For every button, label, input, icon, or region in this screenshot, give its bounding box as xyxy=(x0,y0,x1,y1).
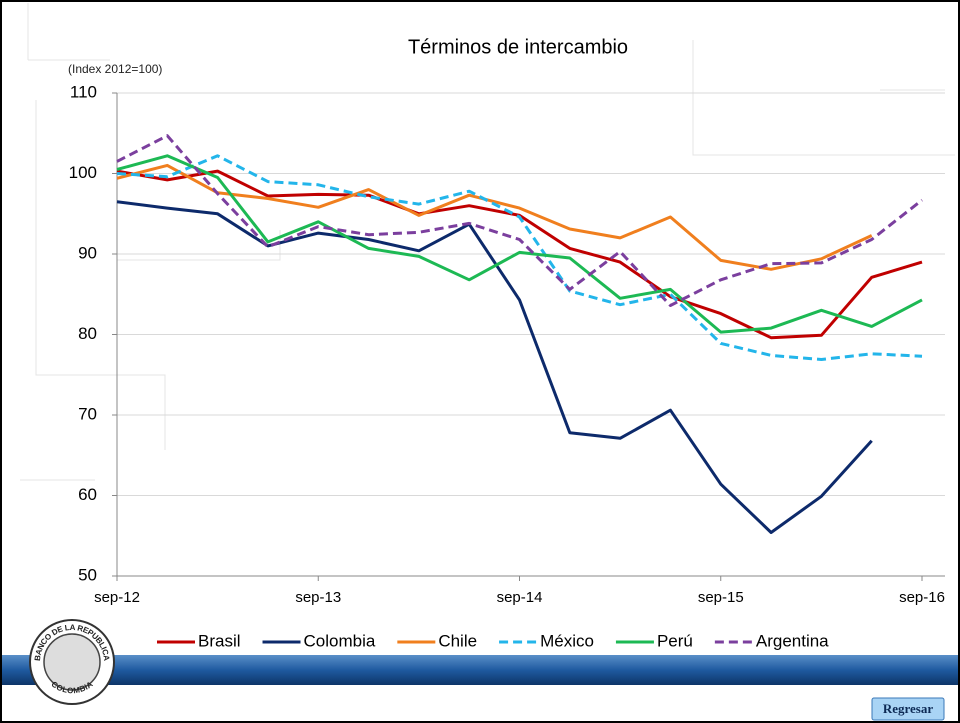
y-tick-label: 80 xyxy=(78,324,97,343)
y-tick-label: 60 xyxy=(78,485,97,504)
legend-label: Brasil xyxy=(198,631,241,650)
y-tick-label: 100 xyxy=(69,163,97,182)
y-tick-label: 110 xyxy=(70,82,97,101)
series-line xyxy=(116,200,873,534)
series-line xyxy=(116,154,923,361)
x-tick-label: sep-12 xyxy=(94,589,140,606)
legend: Brasil Colombia Chile México Perú Argentina xyxy=(157,631,829,650)
decor xyxy=(20,3,955,481)
legend-label: Argentina xyxy=(756,631,829,650)
button[interactable]: Regresar xyxy=(871,697,945,721)
legend-label: Perú xyxy=(657,631,693,650)
legend-label: México xyxy=(540,631,594,650)
series-line xyxy=(116,134,923,307)
chart-title: Términos de intercambio xyxy=(408,36,628,58)
footer-band xyxy=(2,655,958,685)
x-tick-label: sep-15 xyxy=(698,589,744,606)
y-tick-label: 50 xyxy=(78,565,97,584)
x-tick-label: sep-13 xyxy=(295,589,341,606)
series-line xyxy=(116,163,873,271)
x-tick-label: sep-16 xyxy=(899,589,945,606)
button-bg[interactable] xyxy=(871,697,945,721)
logo-face xyxy=(43,633,101,691)
plot: 50 60 70 80 90 100 110 sep-12 sep-13 sep-14 sep-15… xyxy=(69,82,945,606)
button-label[interactable]: Regresar xyxy=(883,701,934,716)
legend-label: Colombia xyxy=(304,631,376,650)
y-tick-label: 90 xyxy=(78,243,97,262)
x-tick-label: sep-14 xyxy=(497,589,543,606)
y-tick-label: 70 xyxy=(78,404,97,423)
chart-subtitle: (Index 2012=100) xyxy=(68,62,162,76)
legend-label: Chile xyxy=(438,631,477,650)
series-line xyxy=(116,154,923,334)
logo: BANCO DE LA REPUBLICA COLOMBIA xyxy=(29,619,115,705)
